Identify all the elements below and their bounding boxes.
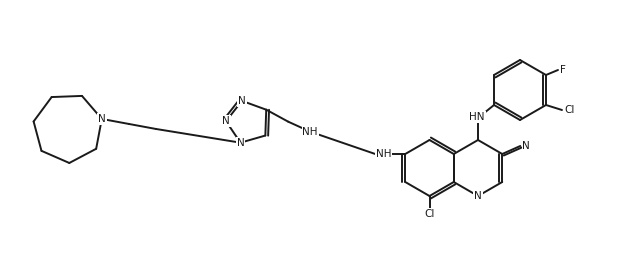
Text: N: N	[237, 138, 244, 148]
Text: HN: HN	[469, 112, 485, 122]
Text: N: N	[98, 114, 106, 124]
Text: N: N	[238, 96, 246, 106]
Text: NH: NH	[302, 127, 318, 137]
Text: Cl: Cl	[565, 105, 575, 115]
Text: F: F	[560, 65, 566, 75]
Text: Cl: Cl	[425, 209, 434, 219]
Text: NH: NH	[376, 149, 391, 159]
Text: N: N	[522, 141, 530, 151]
Text: N: N	[222, 116, 230, 126]
Text: N: N	[474, 191, 482, 201]
